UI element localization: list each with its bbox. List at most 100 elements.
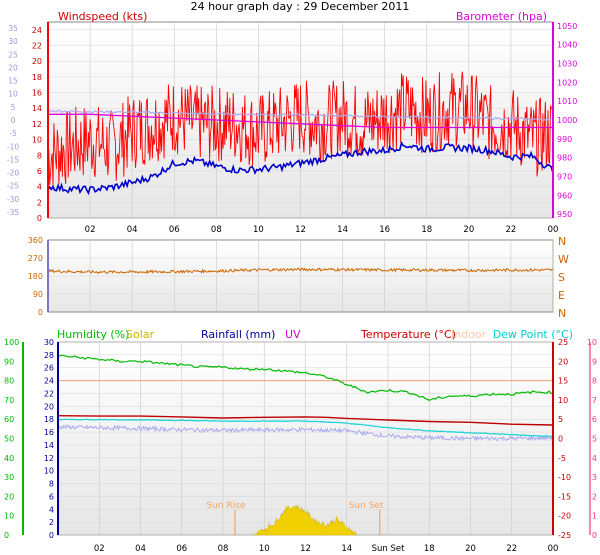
winddir-tick-label: 270 (28, 254, 43, 263)
outer-left-tick-label: 35 (8, 24, 18, 33)
windspeed-tick-label: 14 (32, 104, 42, 113)
outer-left-tick-label: -25 (7, 182, 19, 191)
rainfall-tick-label: 8 (49, 480, 54, 489)
barometer-tick-label: 960 (557, 191, 572, 200)
windspeed-tick-label: 24 (32, 26, 42, 35)
outer-left-tick-label: -20 (7, 169, 19, 178)
solar-area (253, 504, 359, 536)
humidity-tick-label: 10 (4, 512, 14, 521)
barometer-tick-label: 1020 (557, 78, 577, 87)
uv-tick-label: 4 (592, 454, 597, 463)
panel1-x-tick-label: 20 (463, 225, 474, 235)
panel1-x-tick-label: 16 (379, 225, 390, 235)
humidity-tick-label: 0 (4, 531, 9, 540)
rainfall-tick-label: 24 (44, 377, 54, 386)
barometer-tick-label: 1030 (557, 59, 577, 68)
temperature-tick-label: 20 (558, 357, 568, 366)
outer-left-tick-label: -5 (9, 129, 17, 138)
compass-label: N (558, 307, 566, 320)
panel1-x-tick-label: 08 (211, 225, 222, 235)
temperature-tick-label: 15 (558, 377, 568, 386)
humidity-line (57, 354, 554, 401)
uv-tick-label: 3 (592, 473, 597, 482)
rainfall-tick-label: 0 (49, 531, 54, 540)
barometer-tick-label: 950 (557, 210, 572, 219)
outer-left-tick-label: 30 (8, 37, 18, 46)
humidity-tick-label: 20 (4, 492, 14, 501)
outer-left-tick-label: 5 (11, 103, 16, 112)
uv-tick-label: 6 (592, 415, 597, 424)
legend-temperature: Temperature (°C) (360, 328, 456, 341)
windspeed-line (47, 71, 554, 187)
panel3-x-tick-label: 04 (135, 544, 146, 554)
panel1-x-tick-label: 18 (421, 225, 432, 235)
temperature-tick-label: 10 (558, 396, 568, 405)
windspeed-tick-label: 18 (32, 73, 42, 82)
gridlines (48, 22, 554, 536)
temperature-tick-label: -15 (558, 492, 571, 501)
panel3-x-tick-label: 18 (424, 544, 435, 554)
humidity-tick-label: 90 (4, 357, 14, 366)
chart-title: 24 hour graph day : 29 December 2011 (191, 0, 410, 13)
rainfall-tick-label: 10 (44, 467, 54, 476)
temperature-tick-label: 0 (558, 435, 563, 444)
outer-left-tick-label: -30 (7, 195, 19, 204)
rainfall-tick-label: 18 (44, 415, 54, 424)
windspeed-tick-label: 0 (37, 214, 42, 223)
windspeed-label: Windspeed (kts) (58, 10, 147, 23)
wind-direction-line (47, 267, 554, 274)
uv-tick-label: 0 (592, 531, 597, 540)
winddir-tick-label: 90 (33, 290, 43, 299)
panel1-x-tick-label: 10 (253, 225, 264, 235)
winddir-tick-label: 0 (38, 308, 43, 317)
humidity-tick-label: 100 (4, 338, 19, 347)
barometer-tick-label: 1040 (557, 41, 577, 50)
panel3-x-tick-label: 02 (94, 544, 105, 554)
windspeed-tick-label: 10 (32, 136, 42, 145)
rainfall-tick-label: 22 (44, 389, 54, 398)
temperature-tick-label: 5 (558, 415, 563, 424)
outer-left-tick-label: 10 (8, 90, 18, 99)
barometer-tick-label: 970 (557, 173, 572, 182)
rainfall-tick-label: 2 (49, 518, 54, 527)
panel3-x-tick-label: 06 (176, 544, 187, 554)
panel1-x-tick-label: 12 (295, 225, 306, 235)
barometer-tick-label: 1050 (557, 22, 577, 31)
outer-left-tick-label: 25 (8, 50, 18, 59)
windspeed-tick-label: 6 (37, 167, 42, 176)
average-wind-line (47, 140, 554, 196)
uv-tick-label: 1 (592, 512, 597, 521)
rainfall-tick-label: 14 (44, 441, 54, 450)
humidity-tick-label: 80 (4, 377, 14, 386)
windspeed-tick-label: 20 (32, 57, 42, 66)
humidity-tick-label: 50 (4, 435, 14, 444)
panel1-x-tick-label: 06 (169, 225, 180, 235)
uv-tick-label: 7 (592, 396, 597, 405)
uv-tick-label: 2 (592, 492, 597, 501)
rainfall-tick-label: 12 (44, 454, 54, 463)
barometer-tick-label: 980 (557, 154, 572, 163)
windspeed-tick-label: 16 (32, 89, 42, 98)
outer-left-tick-label: 15 (8, 77, 18, 86)
uv-tick-label: 10 (587, 338, 597, 347)
winddir-tick-label: 180 (28, 272, 43, 281)
uv-tick-label: 8 (592, 377, 597, 386)
panel3-x-tick-label: Sun Set (372, 544, 405, 554)
legend-humidity: Humidity (%) (57, 328, 129, 341)
apparent-temperature-line-3 (57, 424, 554, 442)
legend-uv: UV (285, 328, 301, 341)
temperature-tick-label: -5 (558, 454, 566, 463)
uv-tick-label: 5 (592, 435, 597, 444)
panel3-x-tick-label: 20 (465, 544, 476, 554)
rainfall-tick-label: 30 (44, 338, 54, 347)
uv-tick-label: 9 (592, 357, 597, 366)
rainfall-tick-label: 26 (44, 364, 54, 373)
temperature-tick-label: -25 (558, 531, 571, 540)
compass-label: N (558, 235, 566, 248)
legend-dewpoint: Dew Point (°C) (493, 328, 573, 341)
rainfall-tick-label: 6 (49, 492, 54, 501)
compass-label: E (558, 289, 565, 302)
humidity-tick-label: 40 (4, 454, 14, 463)
legend-indoor: Indoor (451, 328, 487, 341)
dew-point-line (57, 418, 554, 438)
